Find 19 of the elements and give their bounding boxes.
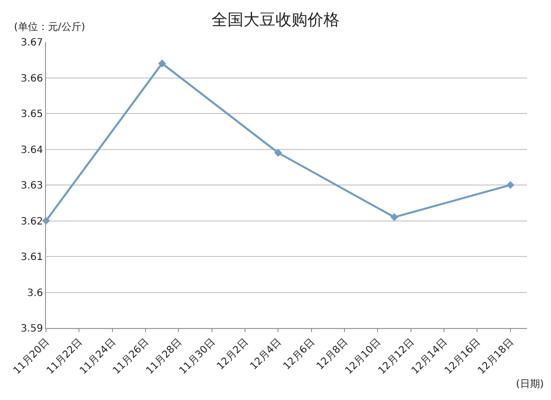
- point: [390, 213, 398, 222]
- x-tick-label: 12月4日: [248, 336, 284, 372]
- point: [158, 60, 166, 68]
- y-tick-label: 3.6: [27, 288, 43, 299]
- y-tick-label: 3.62: [20, 216, 43, 228]
- y-tick-label: 3.65: [20, 109, 43, 120]
- x-tick-label: 12月2日: [215, 336, 251, 372]
- y-axis-title: (单位：元/公斤): [14, 21, 86, 33]
- y-tick-label: 3.59: [20, 324, 43, 334]
- point: [506, 181, 514, 189]
- y-tick-label: 3.63: [20, 180, 43, 192]
- point: [274, 148, 282, 157]
- y-tick-label: 3.66: [20, 73, 43, 84]
- chart-title: 全国大豆收购价格: [212, 10, 340, 30]
- y-tick-label: 3.61: [20, 252, 43, 263]
- y-tick-label: 3.67: [20, 38, 43, 48]
- x-tick-label: 12月6日: [282, 336, 318, 372]
- y-tick-label: 3.64: [20, 144, 43, 156]
- x-axis-title: (日期): [516, 378, 544, 390]
